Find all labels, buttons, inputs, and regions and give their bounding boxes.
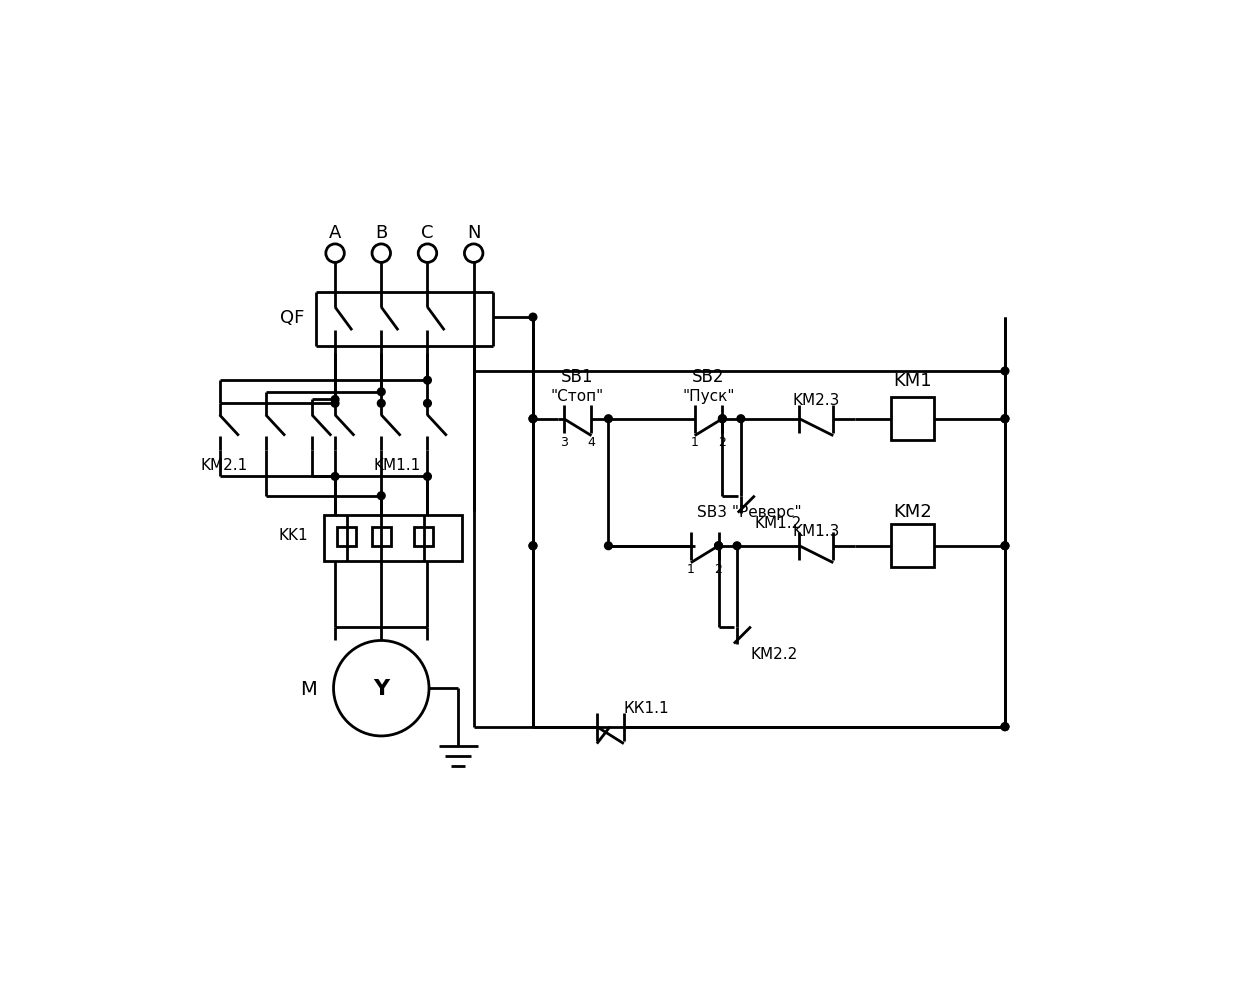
Circle shape	[1001, 723, 1009, 731]
Text: KM2.3: KM2.3	[793, 393, 840, 408]
Text: C: C	[421, 224, 434, 243]
Circle shape	[1001, 543, 1009, 550]
Bar	[414, 527, 432, 546]
Text: SB2: SB2	[693, 368, 725, 386]
Circle shape	[605, 415, 612, 423]
Text: "Пуск": "Пуск"	[683, 389, 735, 404]
Text: KM2.1: KM2.1	[201, 458, 248, 473]
Circle shape	[378, 400, 385, 408]
Circle shape	[1001, 723, 1009, 731]
Text: A: A	[328, 224, 341, 243]
Text: KM2: KM2	[893, 503, 932, 521]
Bar	[372, 527, 390, 546]
Text: SB1: SB1	[561, 368, 593, 386]
Text: KM1: KM1	[893, 372, 932, 390]
Circle shape	[719, 415, 726, 423]
Bar	[323, 516, 462, 562]
Circle shape	[529, 415, 536, 423]
Text: 1: 1	[686, 563, 695, 576]
Circle shape	[529, 543, 536, 550]
Circle shape	[1001, 368, 1009, 376]
Text: "Стоп": "Стоп"	[551, 389, 605, 404]
Bar	[891, 525, 934, 568]
Circle shape	[529, 314, 536, 322]
Circle shape	[605, 543, 612, 550]
Circle shape	[378, 389, 385, 397]
Text: 2: 2	[719, 435, 726, 449]
Circle shape	[719, 415, 726, 423]
Text: 3: 3	[560, 435, 567, 449]
Text: KM1.2: KM1.2	[755, 516, 802, 531]
Circle shape	[529, 543, 536, 550]
Text: Y: Y	[373, 679, 389, 699]
Text: КК1.1: КК1.1	[623, 700, 669, 716]
Text: KK1: KK1	[279, 527, 309, 542]
Circle shape	[1001, 415, 1009, 423]
Circle shape	[1001, 543, 1009, 550]
Circle shape	[733, 543, 741, 550]
Text: N: N	[467, 224, 481, 243]
Circle shape	[331, 397, 339, 404]
Circle shape	[378, 492, 385, 500]
Circle shape	[1001, 415, 1009, 423]
Bar	[337, 527, 356, 546]
Text: M: M	[300, 679, 316, 698]
Text: KM1.1: KM1.1	[373, 458, 420, 473]
Circle shape	[331, 473, 339, 481]
Circle shape	[424, 400, 431, 408]
Text: SB3 "Реверс": SB3 "Реверс"	[698, 504, 802, 519]
Circle shape	[715, 543, 722, 550]
Text: B: B	[375, 224, 388, 243]
Circle shape	[331, 400, 339, 408]
Text: 2: 2	[715, 563, 722, 576]
Text: 1: 1	[690, 435, 699, 449]
Text: 4: 4	[587, 435, 596, 449]
Text: KM2.2: KM2.2	[751, 646, 798, 661]
Text: KM1.3: KM1.3	[793, 523, 840, 539]
Circle shape	[529, 415, 536, 423]
Circle shape	[737, 415, 745, 423]
Circle shape	[424, 377, 431, 385]
Bar	[891, 398, 934, 440]
Circle shape	[715, 543, 722, 550]
Text: QF: QF	[280, 309, 305, 327]
Circle shape	[424, 473, 431, 481]
